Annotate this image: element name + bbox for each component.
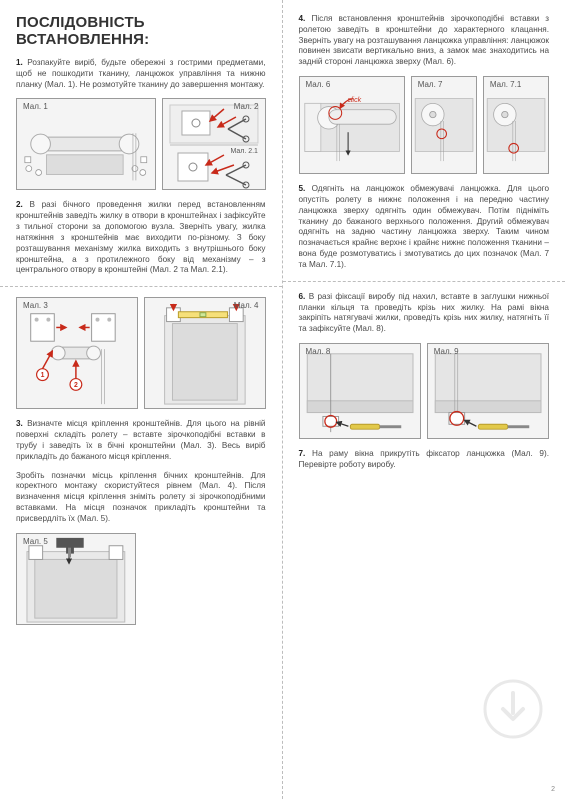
figure-2-stack: Мал. 2 Мал. 2.1 bbox=[162, 98, 266, 190]
figure-7-caption: Мал. 7 bbox=[416, 80, 445, 89]
figure-9-caption: Мал. 9 bbox=[432, 347, 461, 356]
step-3a-body: Визначте місця кріплення кронштейнів. Дл… bbox=[16, 419, 266, 460]
step-1-num: 1. bbox=[16, 58, 23, 67]
step-5-text: 5. Одягніть на ланцюжок обмежувачі ланцю… bbox=[299, 184, 550, 271]
figure-2-caption: Мал. 2 bbox=[232, 102, 261, 111]
figure-5: Мал. 5 bbox=[16, 533, 136, 625]
figure-8-caption: Мал. 8 bbox=[304, 347, 333, 356]
figure-7: Мал. 7 bbox=[411, 76, 477, 174]
figure-71-caption: Мал. 7.1 bbox=[488, 80, 523, 89]
fig-row-5: Мал. 8 Мал. 9 bbox=[299, 343, 550, 439]
step-3a-text: 3. Визначте місця кріплення кронштейнів.… bbox=[16, 419, 266, 462]
left-separator bbox=[0, 286, 282, 287]
step-3b-text: Зробіть позначки місць кріплення бічних … bbox=[16, 471, 266, 525]
figure-21-caption-svg: Мал. 2.1 bbox=[230, 148, 258, 155]
figure-3-caption: Мал. 3 bbox=[21, 301, 50, 310]
page-title: ПОСЛІДОВНІСТЬ ВСТАНОВЛЕННЯ: bbox=[16, 14, 266, 48]
click-label: click bbox=[348, 97, 362, 104]
step-6-text: 6. В разі фіксації виробу під нахил, вст… bbox=[299, 292, 550, 335]
figure-1: Мал. 1 bbox=[16, 98, 156, 190]
step-5-body: Одягніть на ланцюжок обмежувачі ланцюжка… bbox=[299, 184, 550, 269]
step-4-num: 4. bbox=[299, 14, 306, 23]
figure-9: Мал. 9 bbox=[427, 343, 549, 439]
figure-5-caption: Мал. 5 bbox=[21, 537, 50, 546]
step-6-body: В разі фіксації виробу під нахил, вставт… bbox=[299, 292, 550, 333]
step-1-text: 1. Розпакуйте виріб, будьте обережні з г… bbox=[16, 58, 266, 90]
figure-3: Мал. 3 1 2 bbox=[16, 297, 138, 409]
step-1-body: Розпакуйте виріб, будьте обережні з гост… bbox=[16, 58, 266, 89]
right-separator bbox=[283, 281, 565, 282]
fig-row-1: Мал. 1 bbox=[16, 98, 266, 190]
svg-text:2: 2 bbox=[74, 382, 78, 389]
fig-row-4: Мал. 6 click Мал. 7 bbox=[299, 76, 550, 174]
step-5-num: 5. bbox=[299, 184, 306, 193]
instruction-page: ПОСЛІДОВНІСТЬ ВСТАНОВЛЕННЯ: 1. Розпакуйт… bbox=[0, 0, 565, 799]
fig-row-3: Мал. 5 bbox=[16, 533, 266, 625]
figure-6: Мал. 6 click bbox=[299, 76, 405, 174]
step-7-text: 7. На раму вікна прикрутіть фіксатор лан… bbox=[299, 449, 550, 471]
step-4-body: Після встановлення кронштейнів зірочкопо… bbox=[299, 14, 550, 66]
figure-7-1: Мал. 7.1 bbox=[483, 76, 549, 174]
step-2-body: В разі бічного проведення жилки перед вс… bbox=[16, 200, 266, 274]
figure-6-caption: Мал. 6 bbox=[304, 80, 333, 89]
figure-8: Мал. 8 bbox=[299, 343, 421, 439]
step-7-num: 7. bbox=[299, 449, 306, 458]
figure-4-caption: Мал. 4 bbox=[232, 301, 261, 310]
fig-row-2: Мал. 3 1 2 bbox=[16, 297, 266, 409]
left-column: ПОСЛІДОВНІСТЬ ВСТАНОВЛЕННЯ: 1. Розпакуйт… bbox=[0, 0, 283, 799]
step-2-text: 2. В разі бічного проведення жилки перед… bbox=[16, 200, 266, 276]
figure-4: Мал. 4 bbox=[144, 297, 266, 409]
right-column: 4. Після встановлення кронштейнів зірочк… bbox=[283, 0, 565, 799]
step-2-num: 2. bbox=[16, 200, 23, 209]
step-7-body: На раму вікна прикрутіть фіксатор ланцюж… bbox=[299, 449, 549, 469]
step-6-num: 6. bbox=[299, 292, 306, 301]
step-3-num: 3. bbox=[16, 419, 23, 428]
figure-1-caption: Мал. 1 bbox=[21, 102, 50, 111]
step-4-text: 4. Після встановлення кронштейнів зірочк… bbox=[299, 14, 550, 68]
svg-text:1: 1 bbox=[41, 372, 45, 379]
page-number: 2 bbox=[551, 786, 555, 793]
watermark-icon bbox=[483, 679, 543, 739]
